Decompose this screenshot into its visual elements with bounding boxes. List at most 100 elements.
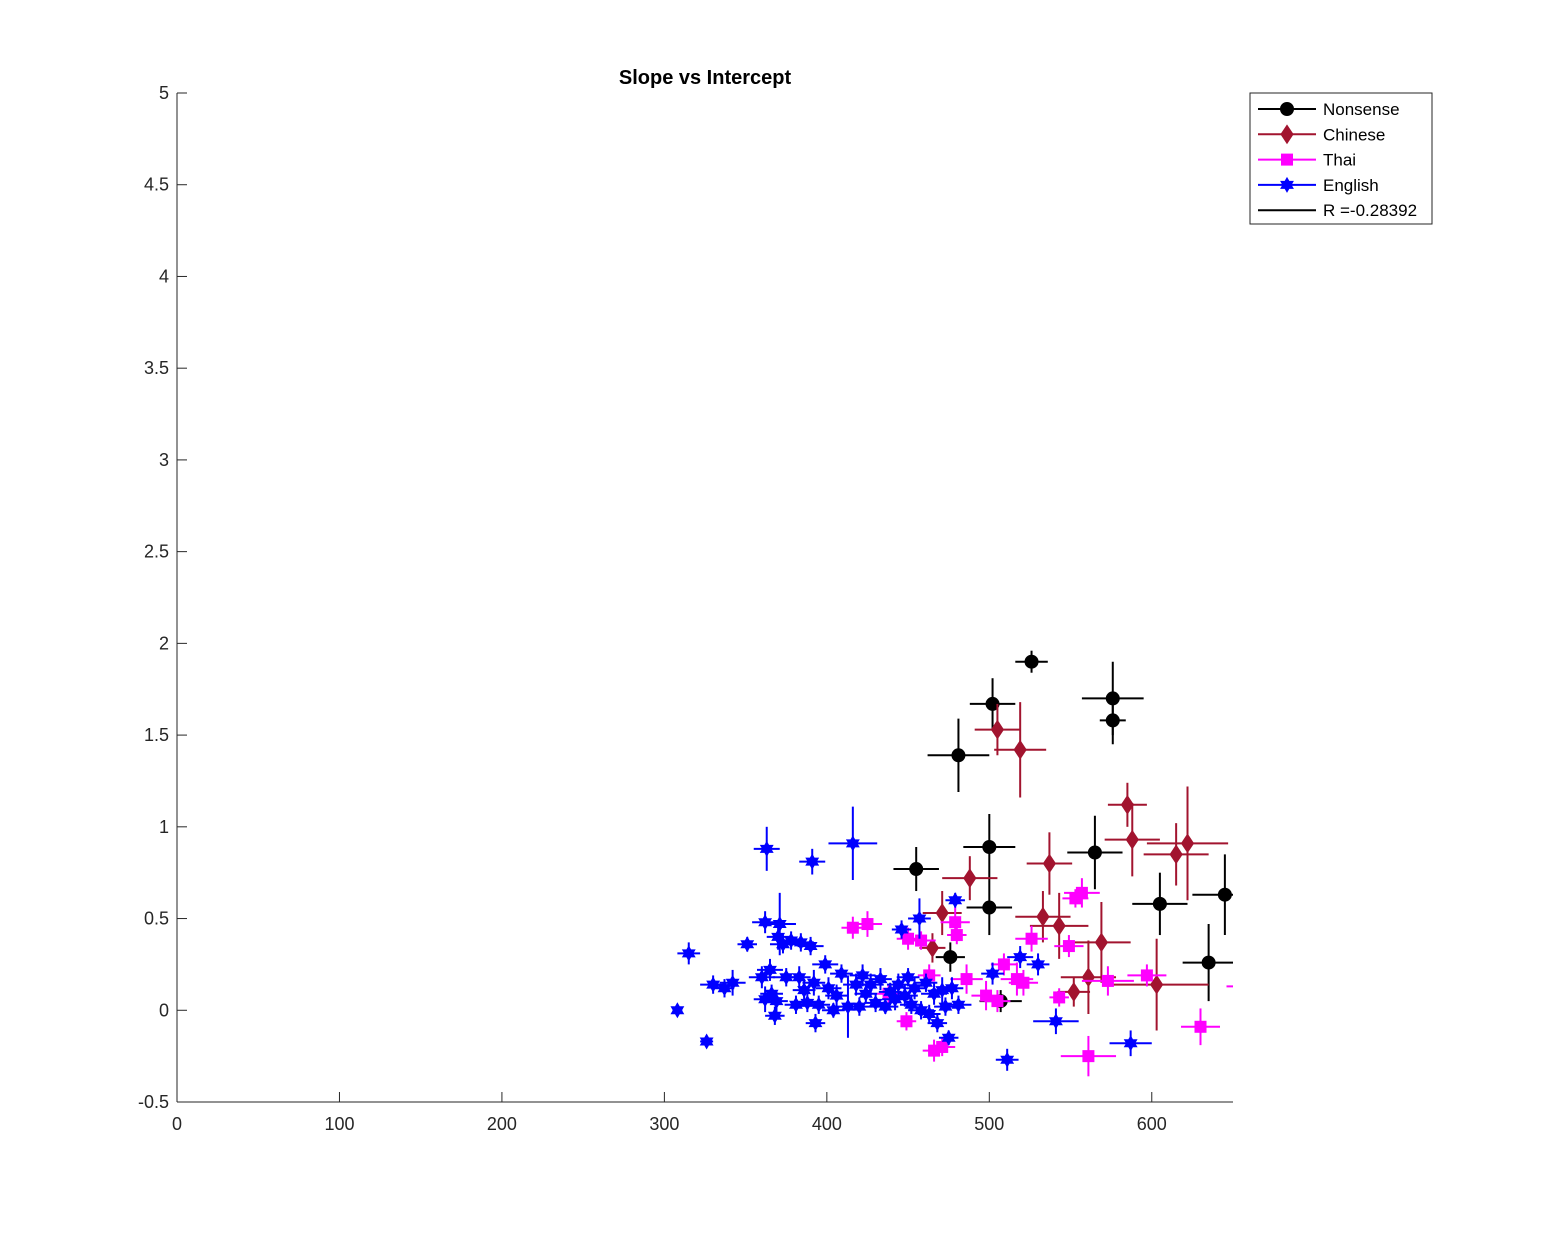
english-marker (985, 965, 1000, 982)
english-marker (845, 835, 860, 852)
chinese-marker (1052, 915, 1066, 936)
nonsense-point (969, 678, 1016, 730)
english-marker (873, 971, 888, 988)
thai-marker (1069, 892, 1082, 905)
chinese-point (1104, 938, 1209, 1031)
chinese-marker (1169, 844, 1183, 865)
chart-title: Slope vs Intercept (619, 67, 792, 89)
english-point (938, 1029, 959, 1046)
english-marker (941, 1029, 956, 1046)
english-marker (907, 980, 922, 997)
english-point (670, 1002, 685, 1019)
english-point (765, 990, 788, 1013)
english-marker (811, 996, 826, 1013)
english-marker (948, 892, 963, 909)
thai-marker (902, 932, 915, 945)
legend-marker-english (1280, 176, 1294, 193)
thai-point (950, 964, 983, 994)
thai-marker (997, 958, 1010, 971)
english-marker (767, 1007, 782, 1024)
nonsense-marker (1087, 845, 1102, 860)
chinese-point (1146, 786, 1229, 901)
thai-point (896, 1012, 917, 1031)
thai-point (1060, 1035, 1117, 1077)
english-marker (1013, 949, 1028, 966)
english-marker (769, 993, 784, 1010)
english-point (677, 942, 701, 965)
nonsense-point (1182, 924, 1233, 1002)
chinese-point (1026, 832, 1073, 895)
thai-marker (1194, 1020, 1207, 1033)
legend-label-chinese: Chinese (1323, 125, 1385, 144)
y-tick-label: -0.5 (138, 1092, 169, 1112)
english-point (805, 1013, 826, 1033)
chinese-marker (1125, 829, 1139, 850)
y-tick-label: 3.5 (144, 358, 169, 378)
english-marker (922, 1005, 937, 1022)
nonsense-point (1015, 650, 1048, 673)
legend-marker-chinese (1280, 124, 1294, 145)
legend-label-fit-line: R =-0.28392 (1323, 201, 1417, 220)
series-layer (670, 650, 1233, 1077)
english-marker (858, 985, 873, 1002)
nonsense-series (893, 650, 1233, 1013)
nonsense-point (1067, 815, 1123, 890)
english-marker (912, 910, 927, 927)
english-point (830, 964, 853, 983)
english-point (1026, 953, 1050, 976)
nonsense-marker (909, 862, 924, 877)
english-marker (945, 980, 959, 997)
english-point (899, 995, 923, 1014)
english-marker (805, 853, 820, 870)
english-point (825, 984, 848, 1007)
english-point (807, 995, 831, 1014)
nonsense-point (1192, 854, 1233, 936)
english-marker (699, 1033, 714, 1050)
english-point (1007, 946, 1034, 969)
legend: Nonsense Chinese Thai English R =-0.28392 (1249, 92, 1433, 225)
english-point (737, 936, 757, 953)
english-marker (1031, 956, 1045, 973)
english-marker (930, 1015, 945, 1032)
nonsense-point (1132, 872, 1188, 936)
english-marker (800, 994, 815, 1011)
chinese-point (1104, 802, 1160, 877)
legend-label-thai: Thai (1323, 151, 1356, 170)
english-point (908, 898, 931, 939)
nonsense-point (893, 846, 939, 892)
chinese-point (942, 856, 998, 901)
chinese-point (919, 933, 946, 963)
thai-marker (949, 916, 962, 929)
legend-box (1249, 92, 1433, 225)
english-marker (803, 938, 818, 955)
chinese-point (1029, 892, 1089, 959)
english-point (945, 995, 972, 1014)
legend-marker-thai (1281, 153, 1293, 166)
english-point (828, 806, 878, 881)
thai-point (1015, 925, 1048, 952)
legend-entry-thai: Thai (1258, 151, 1356, 170)
chinese-marker (990, 719, 1005, 740)
english-point (756, 958, 783, 981)
x-tick-label: 0 (172, 1114, 182, 1134)
thai-point (1081, 966, 1134, 996)
thai-series (841, 878, 1233, 1077)
y-tick-label: 2.5 (144, 542, 169, 562)
english-marker (1048, 1013, 1063, 1030)
nonsense-marker (1217, 887, 1232, 902)
chinese-marker (1013, 739, 1027, 760)
english-marker (670, 1002, 685, 1019)
chinese-marker (1150, 974, 1164, 995)
english-point (846, 997, 873, 1016)
y-tick-label: 1.5 (144, 725, 169, 745)
chinese-point (974, 703, 1021, 756)
english-point (752, 911, 779, 934)
english-marker (1123, 1035, 1138, 1052)
chinese-point (1057, 977, 1091, 1007)
english-marker (725, 974, 740, 991)
thai-point (1008, 969, 1039, 996)
english-point (1109, 1030, 1152, 1057)
thai-marker (936, 1040, 949, 1053)
thai-point (1181, 1008, 1221, 1046)
chinese-marker (1094, 932, 1109, 953)
